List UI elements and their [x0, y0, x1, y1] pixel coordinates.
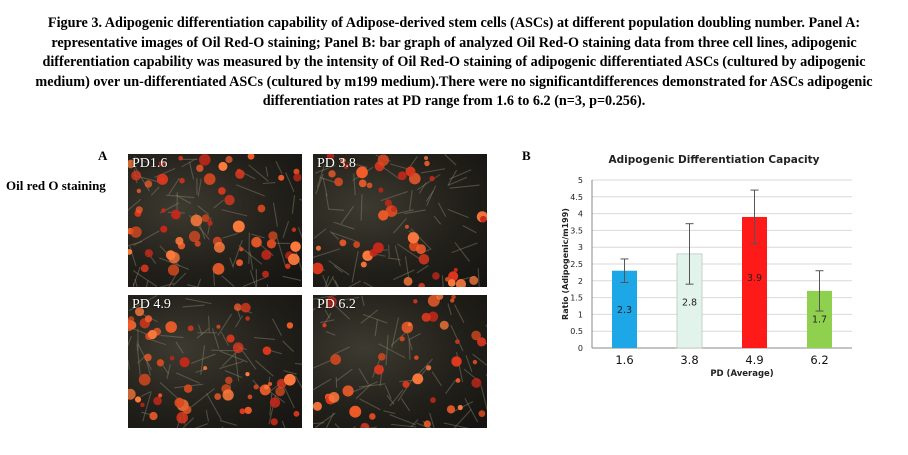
- y-tick-label: 4.5: [570, 193, 583, 202]
- y-tick-label: 0: [578, 344, 583, 353]
- y-tick-label: 1.5: [570, 294, 583, 303]
- bar: [612, 270, 637, 348]
- y-tick-label: 2.5: [570, 260, 583, 269]
- micrograph-cells: [128, 154, 302, 287]
- chart-plot: 0 0.5 1 1.5 2 2.5 3 3.5 4 4.5 5 2.3 1.6 2.8 3.8 3.9 4.9 1…: [561, 176, 852, 379]
- micrograph-cells: [313, 154, 487, 287]
- micrograph-pd-1-6: PD1.6: [128, 154, 302, 287]
- micrograph-cells: [313, 295, 487, 428]
- micrograph-pd-3-8: PD 3.8: [313, 154, 487, 287]
- oil-red-o-row-label: Oil red O staining: [6, 178, 106, 193]
- y-tick-label: 5: [578, 176, 583, 185]
- panel-a-label: A: [98, 148, 108, 163]
- bar-chart: Adipogenic Differentiation Capacity 0 0.5…: [544, 150, 864, 390]
- y-tick-label: 1: [578, 310, 583, 319]
- micrograph-label: PD 6.2: [317, 297, 356, 312]
- y-tick-label: 3.5: [570, 226, 583, 235]
- y-axis-label: Ratio (Adipogenic/m199): [561, 208, 570, 320]
- y-tick-label: 2: [578, 277, 583, 286]
- data-label: 2.8: [682, 298, 697, 309]
- micrograph-label: PD 4.9: [132, 297, 171, 312]
- data-label: 3.9: [747, 273, 762, 284]
- panel-b-label: B: [522, 148, 531, 163]
- y-tick-label: 3: [578, 243, 583, 252]
- x-tick-label: 3.8: [680, 353, 698, 367]
- micrograph-cells: [128, 295, 302, 428]
- data-label: 2.3: [617, 305, 632, 316]
- y-tick-label: 0.5: [570, 327, 583, 336]
- micrograph-label: PD 3.8: [317, 156, 356, 171]
- chart-title: Adipogenic Differentiation Capacity: [608, 154, 820, 166]
- x-tick-label: 1.6: [615, 353, 633, 367]
- micrograph-label: PD1.6: [132, 156, 168, 171]
- data-label: 1.7: [812, 314, 827, 325]
- micrograph-pd-6-2: PD 6.2: [313, 295, 487, 428]
- x-tick-label: 4.9: [745, 353, 763, 367]
- micrograph-pd-4-9: PD 4.9: [128, 295, 302, 428]
- x-tick-label: 6.2: [810, 353, 828, 367]
- y-tick-label: 4: [578, 210, 583, 219]
- figure-caption: Figure 3. Adipogenic differentiation cap…: [35, 15, 873, 110]
- x-axis-label: PD (Average): [710, 369, 773, 379]
